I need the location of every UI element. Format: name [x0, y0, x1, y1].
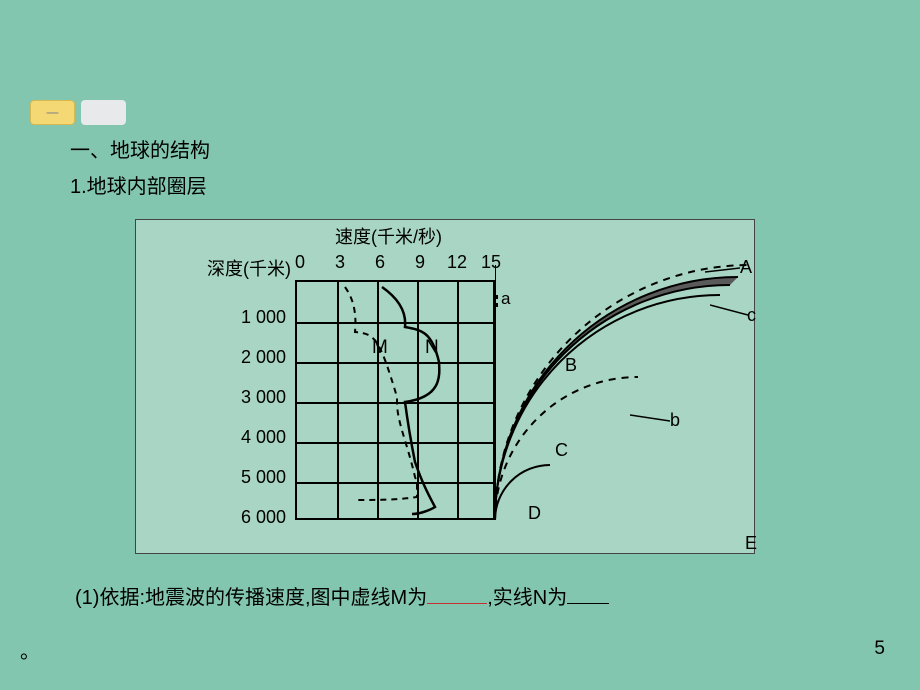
xtick-4: 12	[447, 252, 467, 273]
question-mid: ,实线N为	[487, 587, 567, 609]
xtick-3: 9	[415, 252, 425, 273]
heading-sub: 1.地球内部圈层	[70, 171, 210, 203]
ytick-4: 5 000	[241, 467, 286, 488]
sentence-period: 。	[20, 635, 40, 664]
tab-two[interactable]	[81, 100, 126, 125]
curve-n	[382, 287, 439, 514]
ytick-0: 1 000	[241, 307, 286, 328]
label-m: M	[372, 337, 388, 359]
diagram-container: 速度(千米/秒) 深度(千米) 0 3 6 9 12 15 1 000 2 00…	[135, 215, 765, 565]
depth-axis-label: 深度(千米)	[207, 255, 291, 281]
ytick-3: 4 000	[241, 427, 286, 448]
label-b-upper: B	[565, 355, 577, 376]
content-block: 一、地球的结构 1.地球内部圈层	[70, 135, 210, 207]
question-line: (1)依据:地震波的传播速度,图中虚线M为 ,实线N为	[75, 580, 609, 610]
speed-axis-label: 速度(千米/秒)	[335, 223, 442, 249]
xtick-0: 0	[295, 252, 305, 273]
xtick-2: 6	[375, 252, 385, 273]
tab-bar: 一	[30, 100, 126, 125]
label-n: N	[425, 337, 439, 359]
wave-curves-svg	[297, 282, 497, 522]
heading-main: 一、地球的结构	[70, 135, 210, 167]
curve-m	[345, 287, 417, 500]
label-c-upper: C	[555, 440, 568, 461]
page-number: 5	[874, 638, 885, 660]
ytick-1: 2 000	[241, 347, 286, 368]
ytick-5: 6 000	[241, 507, 286, 528]
tab-one[interactable]: 一	[30, 100, 75, 125]
label-d: D	[528, 503, 541, 524]
blank-1[interactable]	[427, 580, 487, 604]
label-a-lower: a	[501, 289, 510, 309]
xtick-1: 3	[335, 252, 345, 273]
label-c: c	[747, 305, 756, 326]
label-a-upper: A	[740, 257, 752, 278]
label-b-lower: b	[670, 410, 680, 431]
ytick-2: 3 000	[241, 387, 286, 408]
blank-2[interactable]	[567, 580, 609, 604]
tab-one-label: 一	[46, 103, 59, 122]
label-e: E	[745, 533, 757, 554]
wave-grid	[295, 280, 495, 520]
question-prefix: (1)依据:地震波的传播速度,图中虚线M为	[75, 587, 427, 609]
